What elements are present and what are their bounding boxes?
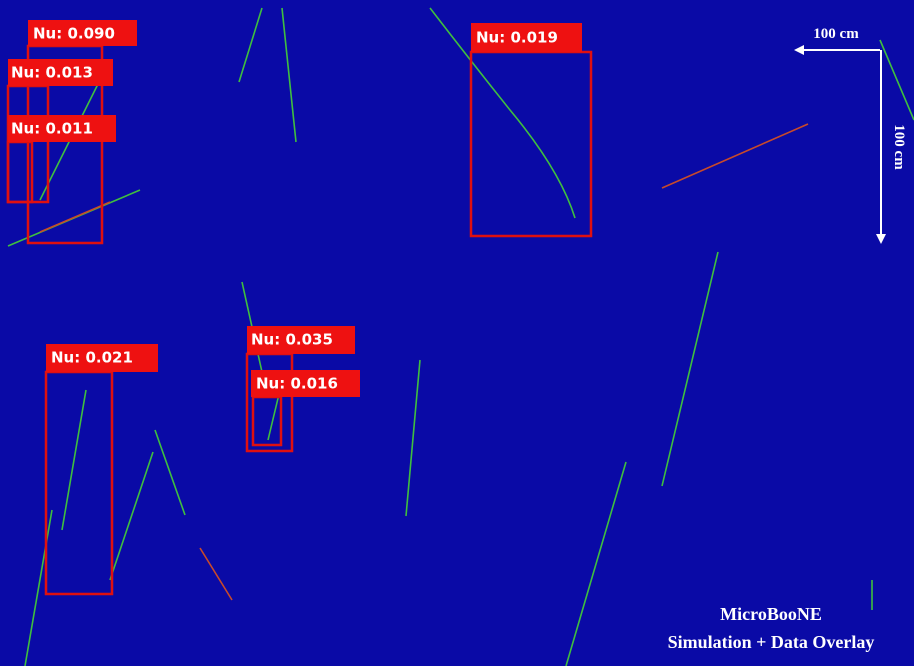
- score-label: Nu: 0.035: [251, 331, 333, 349]
- score-label: Nu: 0.019: [476, 29, 558, 47]
- score-label: Nu: 0.011: [11, 120, 93, 138]
- score-label: Nu: 0.013: [11, 64, 93, 82]
- score-label: Nu: 0.021: [51, 349, 133, 367]
- watermark-title: MicroBooNE: [720, 604, 822, 624]
- score-label: Nu: 0.090: [33, 25, 115, 43]
- scale-label: 100 cm: [891, 124, 907, 170]
- score-label: Nu: 0.016: [256, 375, 338, 393]
- scale-label: 100 cm: [813, 26, 859, 42]
- event-display: Nu: 0.090 Nu: 0.013 Nu: 0.011 Nu: 0.019 …: [0, 0, 914, 666]
- watermark-subtitle: Simulation + Data Overlay: [668, 632, 875, 652]
- background: [0, 0, 914, 666]
- page: Nu: 0.090 Nu: 0.013 Nu: 0.011 Nu: 0.019 …: [0, 0, 914, 666]
